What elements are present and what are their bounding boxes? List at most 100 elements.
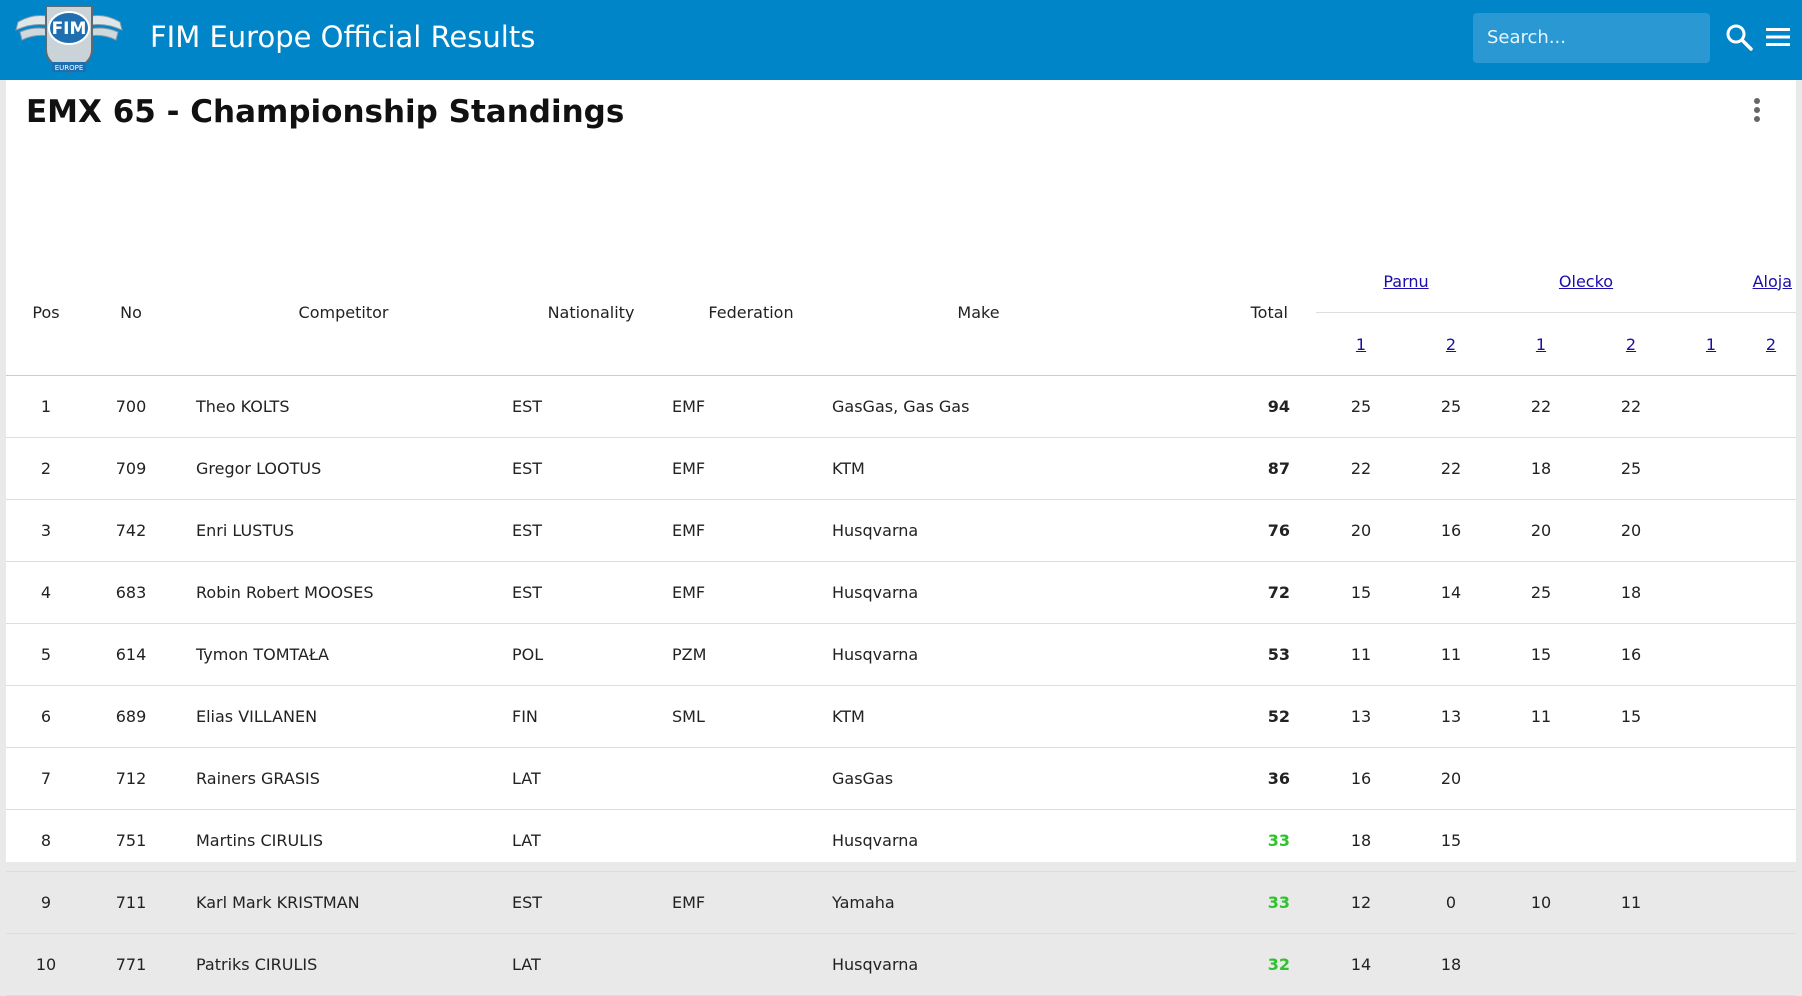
race-link-olecko-1[interactable]: 1 bbox=[1535, 334, 1547, 354]
cell-federation: PZM bbox=[671, 623, 831, 686]
cell-no: 709 bbox=[86, 437, 176, 500]
app-title: FIM Europe Official Results bbox=[150, 20, 536, 54]
cell-race-points bbox=[1676, 375, 1747, 438]
cell-total: 87 bbox=[1126, 437, 1316, 500]
table-row[interactable]: 9 711 Karl Mark KRISTMAN EST EMF Yamaha 33 12 0 1… bbox=[6, 871, 1797, 934]
race-link-aloja-1[interactable]: 1 bbox=[1705, 334, 1717, 354]
cell-nationality: LAT bbox=[511, 747, 671, 810]
cell-race-points: 25 bbox=[1406, 375, 1496, 438]
cell-race-points bbox=[1746, 933, 1797, 996]
cell-race-points bbox=[1746, 809, 1797, 872]
cell-competitor: Theo KOLTS bbox=[176, 375, 511, 438]
cell-race-points: 16 bbox=[1586, 623, 1677, 686]
cell-pos: 9 bbox=[6, 871, 86, 934]
search-input[interactable]: Search... bbox=[1473, 13, 1710, 63]
header-competitor: Competitor bbox=[176, 250, 511, 376]
header-make: Make bbox=[831, 250, 1126, 376]
cell-total: 52 bbox=[1126, 685, 1316, 748]
hamburger-menu-icon[interactable] bbox=[1764, 22, 1792, 52]
cell-competitor: Karl Mark KRISTMAN bbox=[176, 871, 511, 934]
cell-federation: EMF bbox=[671, 437, 831, 500]
cell-federation bbox=[671, 747, 831, 810]
cell-make: Husqvarna bbox=[831, 561, 1126, 624]
cell-race-points bbox=[1746, 375, 1797, 438]
cell-race-points bbox=[1676, 561, 1747, 624]
cell-nationality: POL bbox=[511, 623, 671, 686]
race-link-aloja-2[interactable]: 2 bbox=[1765, 334, 1777, 354]
cell-race-points: 22 bbox=[1496, 375, 1586, 438]
cell-no: 689 bbox=[86, 685, 176, 748]
cell-total: 72 bbox=[1126, 561, 1316, 624]
cell-competitor: Elias VILLANEN bbox=[176, 685, 511, 748]
cell-race-points: 0 bbox=[1406, 871, 1496, 934]
cell-competitor: Enri LUSTUS bbox=[176, 499, 511, 562]
cell-pos: 1 bbox=[6, 375, 86, 438]
table-row[interactable]: 3 742 Enri LUSTUS EST EMF Husqvarna 76 20 16 20 20 bbox=[6, 499, 1797, 562]
top-app-bar: FIM EUROPE FIM Europe Official Results S… bbox=[0, 0, 1802, 80]
table-row[interactable]: 5 614 Tymon TOMTAŁA POL PZM Husqvarna 53 11 11 15… bbox=[6, 623, 1797, 686]
header-pos: Pos bbox=[6, 250, 86, 376]
table-row[interactable]: 4 683 Robin Robert MOOSES EST EMF Husqvarna 72… bbox=[6, 561, 1797, 624]
round-link-olecko[interactable]: Olecko bbox=[1558, 271, 1614, 291]
table-row[interactable]: 6 689 Elias VILLANEN FIN SML KTM 52 13 13 11 15 bbox=[6, 685, 1797, 748]
cell-competitor: Rainers GRASIS bbox=[176, 747, 511, 810]
cell-total: 33 bbox=[1126, 809, 1316, 872]
cell-race-points: 16 bbox=[1406, 499, 1496, 562]
cell-make: Yamaha bbox=[831, 871, 1126, 934]
cell-no: 751 bbox=[86, 809, 176, 872]
cell-race-points bbox=[1676, 623, 1747, 686]
cell-race-points: 22 bbox=[1316, 437, 1406, 500]
cell-no: 683 bbox=[86, 561, 176, 624]
cell-race-points: 13 bbox=[1406, 685, 1496, 748]
cell-federation: SML bbox=[671, 685, 831, 748]
cell-competitor: Gregor LOOTUS bbox=[176, 437, 511, 500]
table-row[interactable]: 10 771 Patriks CIRULIS LAT Husqvarna 32 14 18 bbox=[6, 933, 1797, 996]
cell-federation: EMF bbox=[671, 561, 831, 624]
race-link-parnu-2[interactable]: 2 bbox=[1445, 334, 1457, 354]
table-row[interactable]: 8 751 Martins CIRULIS LAT Husqvarna 33 18 15 bbox=[6, 809, 1797, 872]
cell-nationality: LAT bbox=[511, 933, 671, 996]
cell-nationality: EST bbox=[511, 375, 671, 438]
cell-race-points bbox=[1496, 809, 1586, 872]
cell-race-points bbox=[1676, 933, 1747, 996]
table-row[interactable]: 7 712 Rainers GRASIS LAT GasGas 36 16 20 bbox=[6, 747, 1797, 810]
cell-race-points: 18 bbox=[1406, 933, 1496, 996]
cell-pos: 4 bbox=[6, 561, 86, 624]
round-header: Parnu bbox=[1316, 250, 1496, 313]
cell-nationality: LAT bbox=[511, 809, 671, 872]
cell-total: 76 bbox=[1126, 499, 1316, 562]
cell-race-points bbox=[1676, 747, 1747, 810]
round-header: Aloja bbox=[1676, 250, 1797, 313]
cell-race-points: 18 bbox=[1586, 561, 1677, 624]
page-title: EMX 65 - Championship Standings bbox=[26, 94, 625, 130]
search-icon[interactable] bbox=[1722, 20, 1756, 54]
cell-total: 53 bbox=[1126, 623, 1316, 686]
cell-total: 33 bbox=[1126, 871, 1316, 934]
table-row[interactable]: 1 700 Theo KOLTS EST EMF GasGas, Gas Gas 94 25 2… bbox=[6, 375, 1797, 438]
cell-race-points bbox=[1586, 747, 1677, 810]
cell-competitor: Robin Robert MOOSES bbox=[176, 561, 511, 624]
cell-no: 614 bbox=[86, 623, 176, 686]
cell-race-points: 22 bbox=[1586, 375, 1677, 438]
header-total: Total bbox=[1126, 250, 1316, 376]
table-row[interactable]: 2 709 Gregor LOOTUS EST EMF KTM 87 22 22 18 25 bbox=[6, 437, 1797, 500]
cell-total: 32 bbox=[1126, 933, 1316, 996]
cell-pos: 10 bbox=[6, 933, 86, 996]
cell-race-points bbox=[1586, 809, 1677, 872]
fim-europe-logo[interactable]: FIM EUROPE bbox=[8, 2, 130, 78]
cell-competitor: Patriks CIRULIS bbox=[176, 933, 511, 996]
cell-race-points bbox=[1676, 809, 1747, 872]
race-link-parnu-1[interactable]: 1 bbox=[1355, 334, 1367, 354]
cell-race-points: 25 bbox=[1496, 561, 1586, 624]
cell-total: 36 bbox=[1126, 747, 1316, 810]
round-link-parnu[interactable]: Parnu bbox=[1383, 271, 1429, 291]
cell-make: KTM bbox=[831, 437, 1126, 500]
cell-make: KTM bbox=[831, 685, 1126, 748]
more-vert-icon[interactable] bbox=[1742, 96, 1772, 126]
race-link-olecko-2[interactable]: 2 bbox=[1625, 334, 1637, 354]
cell-race-points bbox=[1676, 871, 1747, 934]
cell-race-points: 15 bbox=[1406, 809, 1496, 872]
cell-federation bbox=[671, 933, 831, 996]
cell-race-points: 20 bbox=[1406, 747, 1496, 810]
round-link-aloja[interactable]: Aloja bbox=[1752, 271, 1793, 291]
